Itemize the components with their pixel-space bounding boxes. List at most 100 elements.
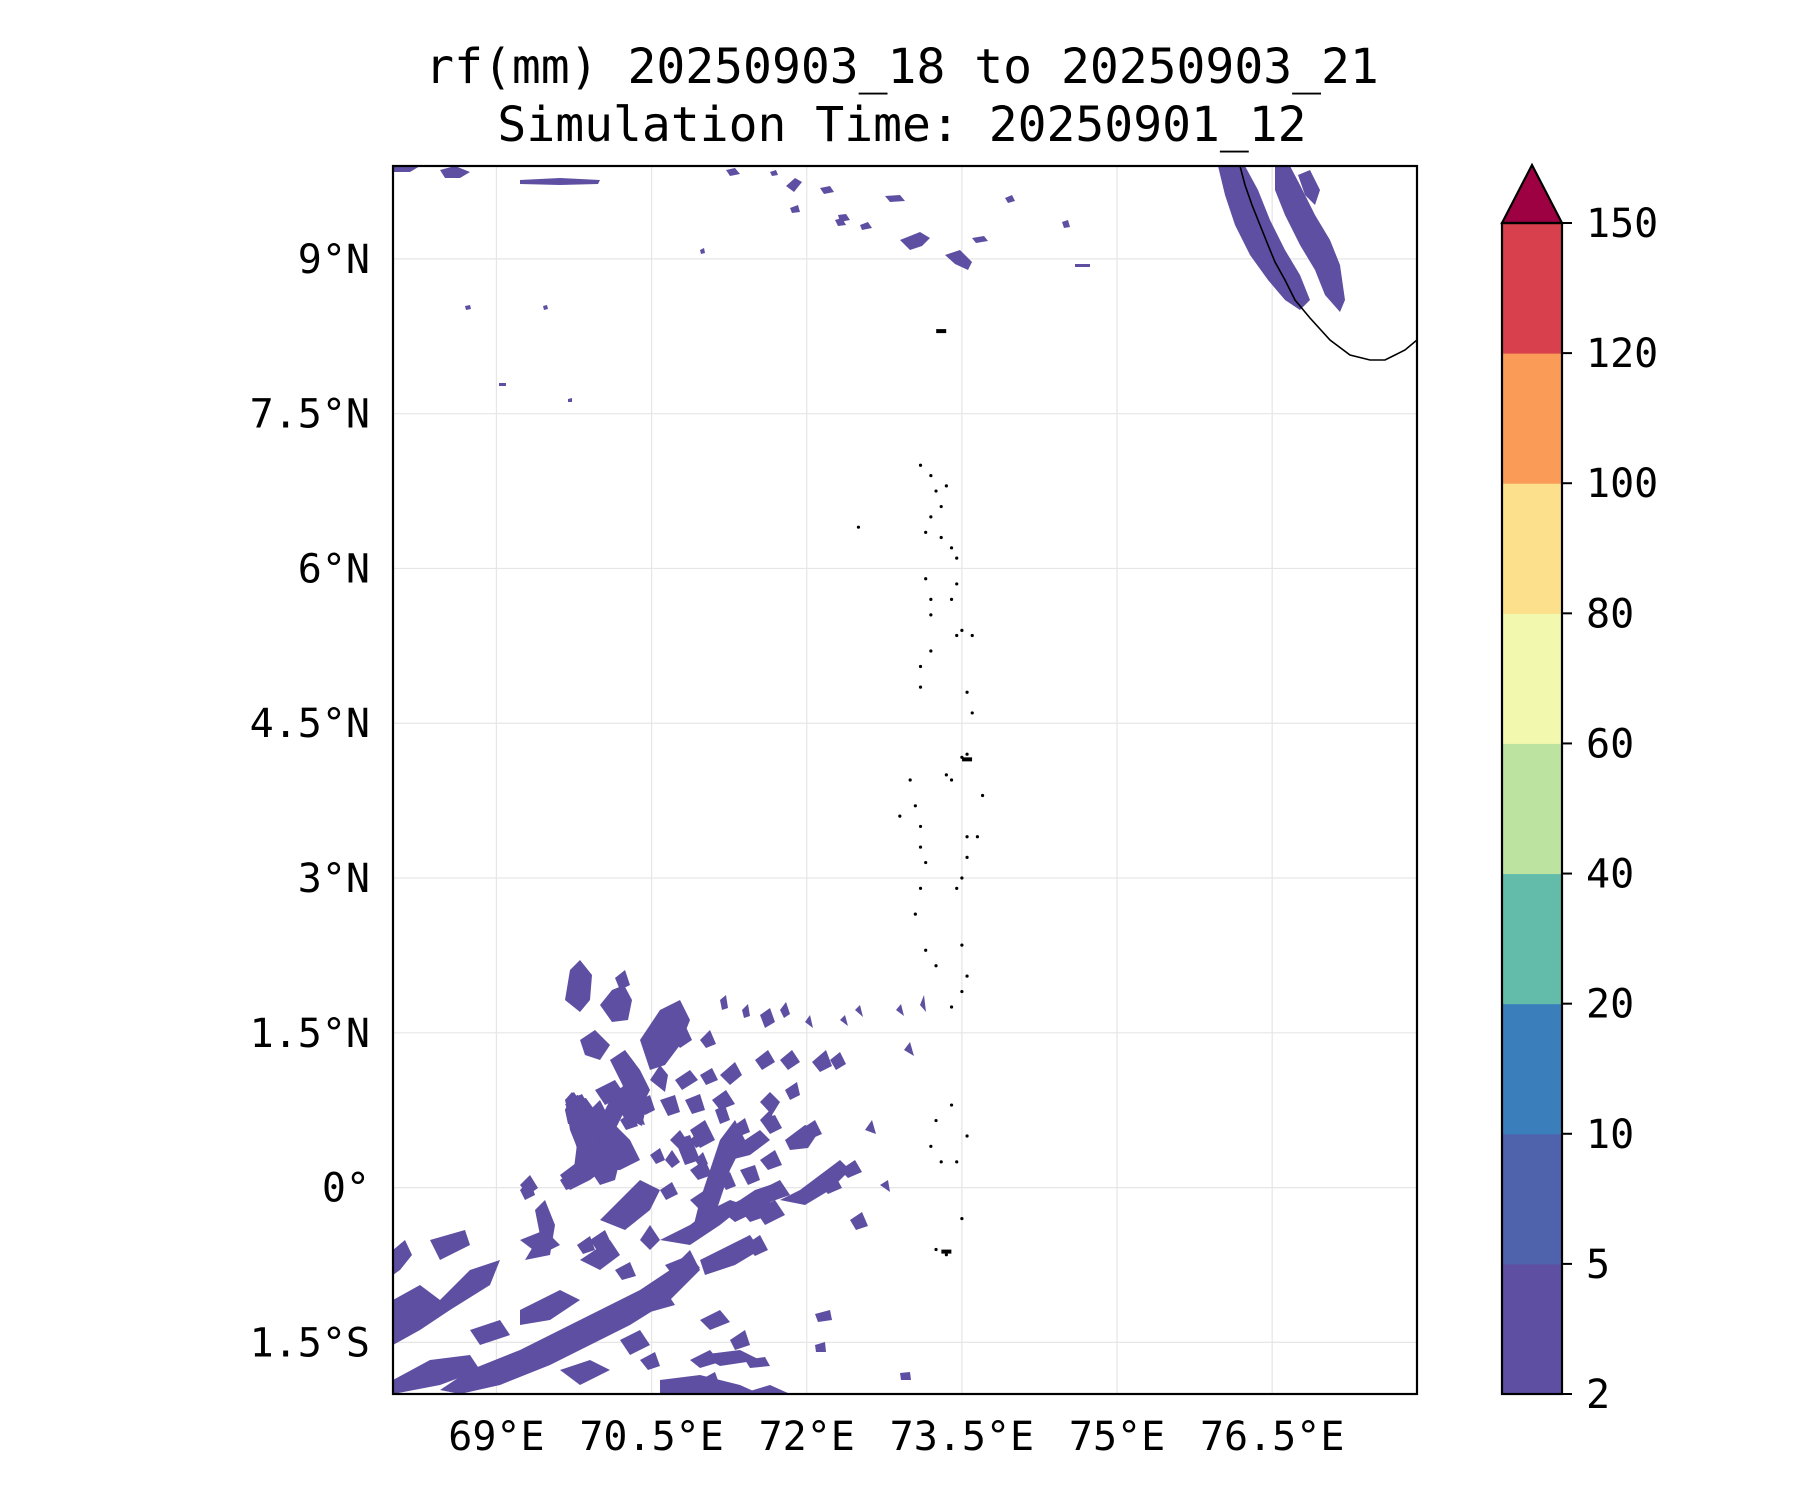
island-dot — [934, 1247, 938, 1252]
rain-patch — [430, 1230, 470, 1260]
island-dot — [955, 582, 959, 586]
island-dot — [929, 597, 933, 602]
rain-patch — [780, 1160, 850, 1205]
colorbar-segment — [1502, 483, 1562, 614]
rain-patch — [900, 1372, 911, 1380]
island-dot — [970, 633, 974, 638]
rain-patch — [726, 168, 740, 176]
rain-patch — [745, 1357, 770, 1368]
island-dot — [965, 752, 969, 756]
rain-patch — [855, 1005, 863, 1017]
rain-patch — [393, 1240, 412, 1275]
lon-tick-label: 76.5°E — [1200, 1414, 1345, 1460]
island-dot — [939, 504, 943, 509]
island-dot — [949, 1005, 954, 1009]
rain-patch — [640, 1352, 660, 1370]
island-dot — [934, 489, 938, 493]
rain-patch — [580, 1240, 620, 1270]
rain-patch — [685, 1094, 705, 1114]
island-dot — [918, 664, 923, 669]
rain-patch — [780, 1002, 790, 1018]
rain-patch — [610, 1050, 650, 1110]
rain-patch — [740, 1165, 760, 1185]
rain-patch — [700, 1372, 720, 1390]
lon-tick-labels: 69°E 70.5°E 72°E 73.5°E 75°E 76.5°E — [448, 1414, 1344, 1460]
island-dot — [918, 463, 923, 467]
lat-tick-label: 1.5°N — [250, 1011, 370, 1057]
island-dot — [918, 824, 923, 829]
rain-patch — [665, 1150, 680, 1168]
lon-tick-label: 75°E — [1069, 1414, 1165, 1460]
colorbar-label: 120 — [1586, 331, 1658, 377]
rain-patch — [560, 1360, 610, 1385]
lon-tick-label: 70.5°E — [579, 1414, 724, 1460]
island-dot — [929, 649, 933, 653]
rain-patch — [740, 1385, 790, 1394]
rain-patch — [690, 1160, 712, 1180]
rain-patch — [393, 1355, 480, 1394]
rain-patch — [660, 1182, 678, 1200]
island-dot — [913, 804, 917, 808]
rain-patch — [820, 1175, 842, 1194]
island-dot — [924, 948, 928, 952]
island-dot — [949, 546, 954, 550]
lat-tick-label: 1.5°S — [250, 1320, 370, 1366]
island-dot — [955, 1160, 959, 1164]
rain-patch — [465, 305, 471, 310]
island-dot — [965, 855, 969, 859]
rain-patch — [760, 1180, 790, 1202]
rain-patch — [786, 178, 802, 192]
island-dot — [929, 515, 933, 519]
rain-patch — [393, 166, 420, 172]
map-frame — [391, 164, 1419, 1396]
island-dot — [929, 1144, 933, 1148]
rain-patch — [850, 1212, 868, 1230]
rain-patch — [1218, 166, 1310, 310]
colorbar-label: 60 — [1586, 721, 1634, 767]
colorbar-frame — [1500, 221, 1564, 1396]
island-dot — [939, 535, 943, 540]
rain-patch — [860, 222, 872, 230]
colorbar-label: 20 — [1586, 982, 1634, 1028]
rainfall-contours — [393, 166, 1345, 1394]
rain-patch — [760, 1092, 780, 1115]
rain-patch — [566, 1096, 580, 1106]
colorbar: 2 5 10 20 40 60 80 100 120 150 — [1500, 162, 1658, 1418]
island-dot — [949, 1103, 954, 1107]
lon-tick-label: 69°E — [448, 1414, 544, 1460]
rain-patch — [499, 383, 506, 386]
rain-patch — [568, 398, 572, 402]
lat-tick-label: 3°N — [298, 856, 370, 902]
rain-patch — [840, 1015, 848, 1026]
lon-tick-label: 72°E — [759, 1414, 855, 1460]
island-dot — [960, 1216, 964, 1221]
island-dot — [975, 835, 980, 839]
rain-patch — [617, 1094, 646, 1126]
island-dot — [913, 912, 917, 916]
island-dot — [965, 690, 969, 694]
rain-patch — [900, 232, 930, 250]
island-dot — [939, 1160, 943, 1164]
colorbar-segment — [1502, 613, 1562, 744]
island-dot — [965, 1134, 969, 1138]
rain-patch — [700, 1350, 760, 1366]
lat-tick-labels: 9°N 7.5°N 6°N 4.5°N 3°N 1.5°N 0° 1.5°S — [250, 237, 370, 1367]
rain-patch — [805, 1015, 813, 1028]
rain-patch — [440, 1250, 700, 1394]
colorbar-segments — [1502, 223, 1562, 1395]
rain-patch — [730, 1330, 750, 1350]
rain-patch — [640, 1000, 690, 1070]
rain-patch — [470, 1320, 510, 1345]
island-dot — [949, 778, 954, 782]
island-mark — [941, 1249, 952, 1254]
rain-patch — [1075, 264, 1090, 267]
rain-patch — [735, 1118, 750, 1136]
rain-patch — [690, 1190, 712, 1210]
colorbar-label: 10 — [1586, 1112, 1634, 1158]
island-dot — [929, 473, 933, 478]
lat-tick-label: 4.5°N — [250, 701, 370, 747]
rain-patch — [785, 1125, 820, 1150]
rain-patch — [1005, 195, 1015, 203]
island-dot — [944, 484, 948, 488]
colorbar-label: 2 — [1586, 1372, 1610, 1418]
